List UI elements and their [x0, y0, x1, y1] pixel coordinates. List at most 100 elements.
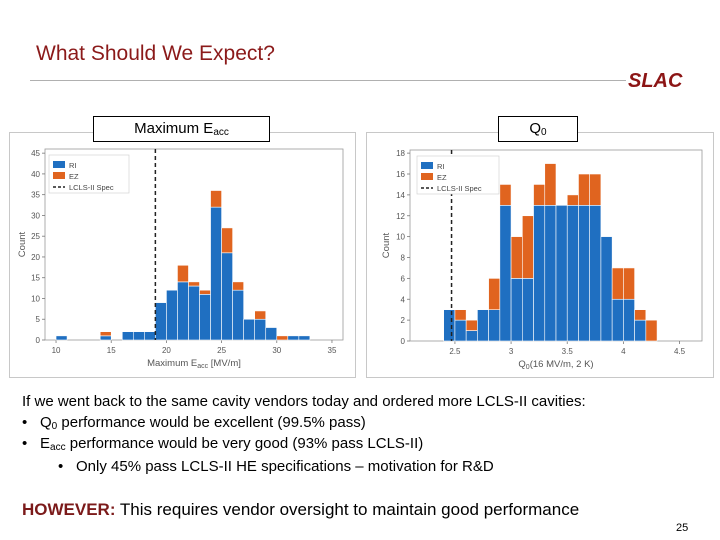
y-axis-label: Count — [381, 232, 392, 258]
bar-ri — [578, 205, 590, 342]
bar-ez — [465, 319, 478, 331]
label-q0-sub: 0 — [541, 127, 547, 138]
x-tick-label: 3.5 — [562, 347, 574, 356]
bar-ez — [177, 264, 189, 283]
bar-ri — [243, 318, 256, 341]
bullet-eacc-symbol: E — [40, 435, 51, 452]
summary-line: If we went back to the same cavity vendo… — [22, 393, 586, 410]
bar-ri — [55, 335, 68, 341]
bar-ez — [645, 319, 658, 342]
bar-ri — [265, 327, 278, 341]
slac-logo: SLAC — [628, 70, 683, 92]
y-tick-label: 45 — [31, 149, 40, 158]
bar-ri — [544, 205, 557, 342]
bullet-q0-text: performance would be excellent (99.5% pa… — [57, 414, 366, 431]
bar-ri — [454, 319, 467, 342]
x-axis-label: Q0(16 MV/m, 2 K) — [518, 359, 593, 371]
bar-ri — [443, 309, 456, 342]
legend-swatch — [421, 162, 433, 169]
y-tick-label: 5 — [36, 315, 41, 324]
slide-title: What Should We Expect? — [36, 42, 275, 65]
x-tick-label: 30 — [272, 346, 281, 355]
x-tick-label: 20 — [162, 346, 171, 355]
legend-label: LCLS-II Spec — [69, 183, 114, 192]
bullet-q0-sub: 0 — [51, 421, 58, 432]
y-tick-label: 20 — [31, 253, 40, 262]
legend-label: EZ — [69, 172, 79, 181]
y-tick-label: 0 — [401, 337, 406, 346]
bar-ri — [188, 285, 200, 341]
y-tick-label: 16 — [396, 170, 405, 179]
bar-ri — [510, 278, 523, 342]
y-tick-label: 12 — [396, 212, 405, 221]
bar-ez — [210, 190, 222, 208]
bar-ri — [600, 236, 613, 342]
bullet-dot: • — [58, 458, 64, 475]
label-q0-main: Q — [529, 120, 542, 137]
y-tick-label: 35 — [31, 191, 40, 200]
bullet-eacc-sub: acc — [50, 442, 66, 453]
x-axis-label: Maximum Eacc [MV/m] — [147, 358, 241, 370]
bar-ez — [232, 281, 244, 291]
chart-eacc: 0 5 10 15 20 25 30 35 40 45 10 15 20 25 30 35 Count Maxim… — [17, 148, 344, 370]
bar-ri — [589, 205, 602, 342]
bar-ez — [199, 289, 211, 295]
however-label: HOWEVER: — [22, 500, 116, 519]
sub-bullet-he: • Only 45% pass LCLS-II HE specifications… — [58, 458, 494, 475]
bar-ri — [287, 335, 300, 341]
bar-ri — [499, 205, 512, 342]
bar-ri — [298, 335, 311, 341]
bar-ez — [533, 184, 546, 206]
legend-label: EZ — [437, 173, 447, 182]
bar-ri — [634, 319, 647, 342]
y-tick-label: 10 — [396, 233, 405, 242]
y-tick-label: 15 — [31, 274, 40, 283]
chart-q0: 0 2 4 6 8 10 12 14 16 18 2.5 3 3.5 4 4.5 Count Q0(16 MV/… — [381, 149, 703, 371]
bar-ri — [155, 302, 167, 341]
y-tick-label: 4 — [401, 295, 406, 304]
chart-q0-frame: 0 2 4 6 8 10 12 14 16 18 2.5 3 3.5 4 4.5 Count Q0(16 MV/… — [366, 132, 714, 378]
bar-ri — [144, 331, 156, 341]
y-tick-label: 0 — [36, 336, 41, 345]
bar-ri — [611, 298, 624, 342]
legend-swatch — [53, 161, 65, 168]
bar-ez — [566, 194, 579, 206]
bullet-eacc-text: performance would be very good (93% pass… — [65, 435, 424, 452]
x-tick-label: 15 — [107, 346, 116, 355]
bar-ez — [589, 173, 602, 206]
bar-ez — [99, 331, 112, 337]
title-divider — [30, 80, 626, 81]
y-tick-label: 14 — [396, 191, 405, 200]
bar-ez — [488, 278, 501, 310]
bar-ri — [254, 318, 267, 341]
x-tick-label: 3 — [509, 347, 514, 356]
legend-label: RI — [69, 161, 77, 170]
y-axis-label: Count — [17, 231, 28, 257]
y-tick-label: 30 — [31, 211, 40, 220]
bar-ri — [199, 294, 211, 341]
bar-ez — [634, 309, 647, 321]
bar-ez — [623, 267, 635, 300]
bullet-q0: • Q0 performance would be excellent (99.5… — [22, 414, 366, 432]
however-text: This requires vendor oversight to mainta… — [115, 500, 580, 519]
bar-ez — [276, 335, 289, 341]
label-max-eacc-main: Maximum E — [134, 120, 214, 137]
bar-ez — [221, 227, 233, 254]
bar-ri — [566, 205, 579, 342]
bar-ri — [210, 206, 222, 341]
label-q0: Q0 — [498, 116, 578, 142]
label-max-eacc: Maximum Eacc — [93, 116, 270, 142]
x-tick-label: 25 — [217, 346, 226, 355]
x-tick-label: 10 — [52, 346, 61, 355]
y-tick-label: 18 — [396, 149, 405, 158]
legend-swatch — [421, 173, 433, 180]
y-tick-label: 2 — [401, 316, 406, 325]
bullet-dot: • — [22, 414, 28, 431]
however-statement: HOWEVER: This requires vendor oversight … — [22, 500, 579, 520]
bar-ri — [121, 331, 134, 341]
bar-ri — [166, 289, 178, 341]
bar-ez — [611, 267, 624, 300]
bar-ez — [499, 184, 512, 206]
bar-ri — [533, 205, 546, 342]
y-tick-label: 25 — [31, 232, 40, 241]
